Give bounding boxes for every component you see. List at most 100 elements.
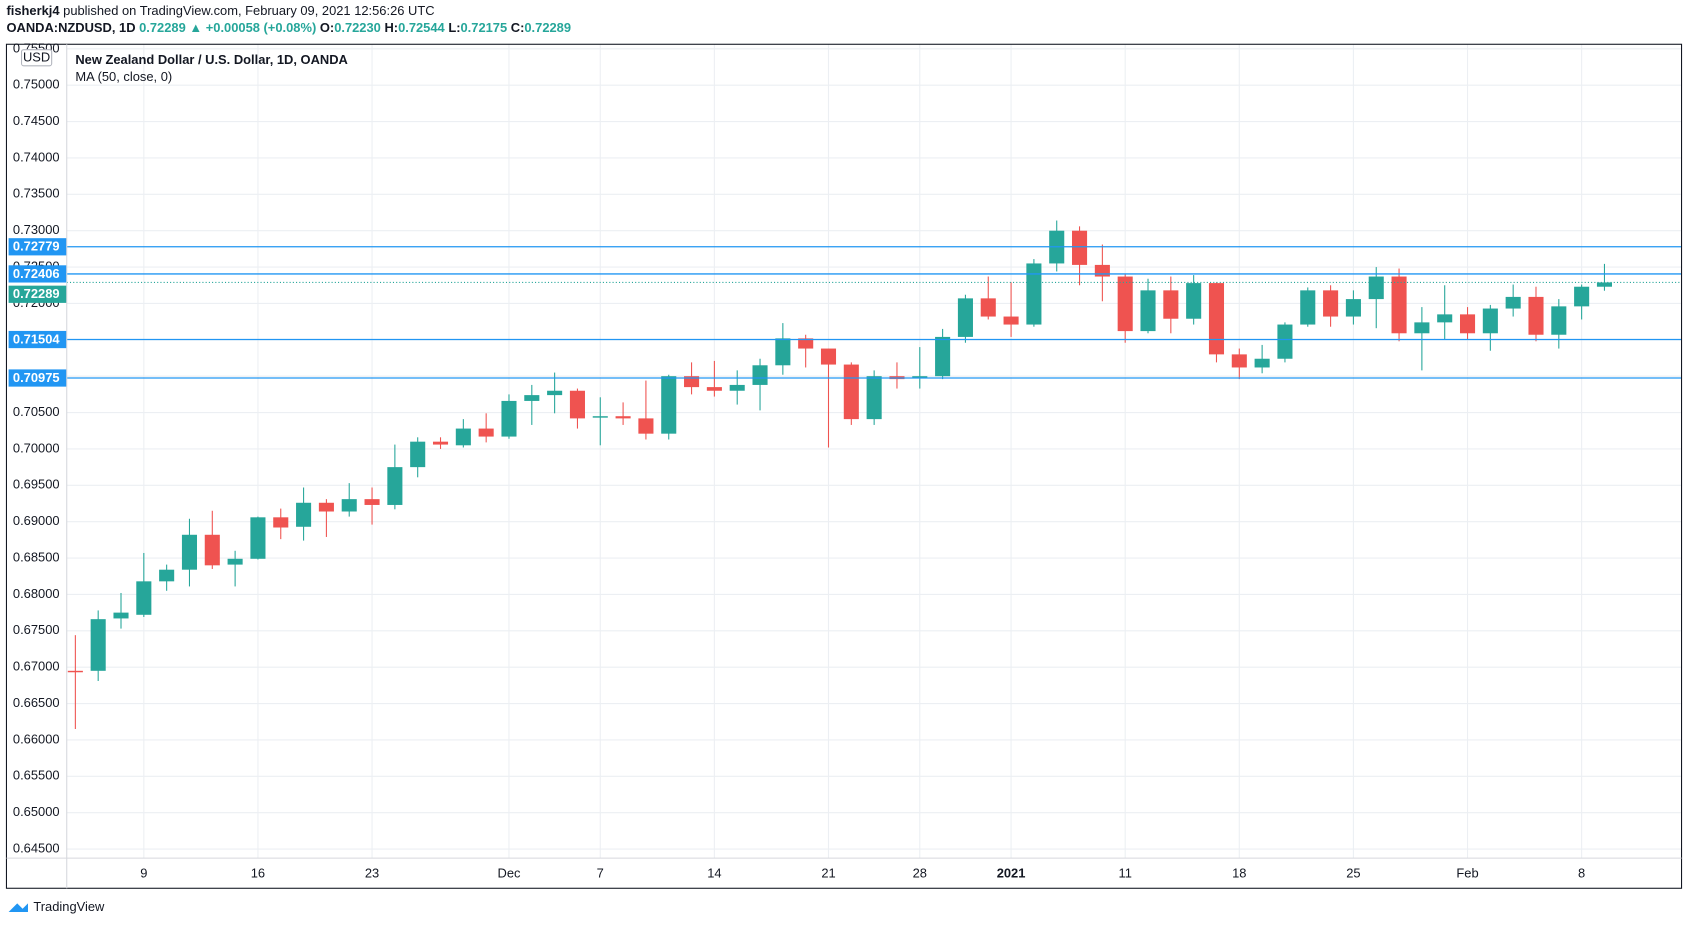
candle-body: [1596, 282, 1612, 287]
x-tick-label: 11: [1118, 866, 1131, 881]
y-tick-label: 0.69500: [13, 477, 60, 492]
candle-body: [296, 502, 312, 527]
candle-body: [1231, 354, 1247, 368]
candle-body: [638, 418, 654, 434]
candle-body: [866, 376, 882, 420]
candle-body: [273, 517, 289, 528]
currency: USD: [23, 50, 50, 65]
candle-body: [912, 376, 928, 378]
ohlc-value: 0.72289: [524, 21, 571, 36]
candle-body: [1551, 306, 1567, 335]
y-tick-label: 0.65000: [13, 804, 60, 819]
y-tick-label: 0.68000: [13, 586, 60, 601]
candle-body: [1345, 299, 1361, 317]
ohlc-key: O:: [320, 21, 334, 36]
change: +0.00058 (+0.08%): [206, 21, 317, 36]
price-box: [8, 330, 67, 349]
header-line-2: OANDA:NZDUSD, 1D 0.72289 ▲ +0.00058 (+0.…: [6, 21, 571, 36]
candle-body: [1482, 308, 1498, 334]
candle-body: [524, 395, 540, 401]
y-tick-label: 0.67500: [13, 622, 60, 637]
y-tick-label: 0.64500: [13, 840, 60, 855]
logo: [8, 903, 28, 912]
x-tick-label: 16: [251, 866, 265, 881]
x-tick-label: 21: [821, 866, 835, 881]
y-tick-label: 0.75000: [13, 77, 60, 92]
candle-body: [432, 441, 449, 445]
candle-body: [1254, 358, 1270, 368]
y-tick-label: 0.73500: [13, 186, 60, 201]
candle-body: [387, 467, 403, 505]
candle-body: [1414, 322, 1430, 334]
symbol: OANDA:NZDUSD, 1D: [6, 21, 135, 36]
y-tick-label: 0.73000: [13, 222, 60, 237]
x-tick-label: 28: [913, 866, 927, 881]
candle-body: [1072, 230, 1088, 265]
header-line-1: fisherkj4 published on TradingView.com, …: [6, 3, 434, 18]
x-tick-label: 9: [140, 866, 147, 881]
candle-body: [615, 416, 631, 419]
last-price-label: 0.72289: [13, 286, 60, 301]
candle-body: [820, 348, 837, 365]
candle-body: [1528, 296, 1544, 335]
plot-layer: 0.64500 0.65000 0.65500 0.66000 0.66500 0.670…: [8, 40, 1682, 881]
x-tick-label: 18: [1232, 866, 1246, 881]
candle-body: [1117, 276, 1133, 332]
ohlc-key: C:: [511, 21, 525, 36]
x-tick-label: 8: [1578, 866, 1585, 881]
candle-body: [1459, 314, 1476, 334]
x-tick-label: 7: [597, 866, 604, 881]
price-box: [8, 265, 67, 283]
x-tick-label: 23: [365, 866, 379, 881]
price-box: [8, 369, 67, 387]
candle-body: [227, 558, 243, 565]
candle-body: [1140, 290, 1156, 332]
candle-body: [181, 534, 198, 570]
candle-body: [1323, 290, 1339, 317]
candle-body: [364, 499, 380, 505]
candle-body: [592, 416, 608, 418]
x-tick-label: 25: [1346, 866, 1360, 881]
candle-body: [478, 428, 494, 437]
candle-body: [1094, 264, 1110, 277]
candle-body: [501, 400, 517, 437]
candle-body: [1505, 296, 1521, 309]
candle-body: [980, 298, 996, 317]
candle-body: [1277, 324, 1293, 359]
candle-body: [455, 428, 471, 446]
candle-body: [410, 441, 426, 468]
x-tick-label: Dec: [498, 866, 521, 881]
x-tick-label: Feb: [1456, 866, 1478, 881]
ohlc-value: 0.72175: [461, 21, 508, 36]
candle-body: [250, 517, 266, 559]
y-tick-label: 0.68500: [13, 549, 60, 564]
candle-body: [547, 390, 563, 396]
price-box: [8, 285, 67, 303]
ma-legend: MA (50, close, 0): [75, 69, 172, 84]
ohlc-value: 0.72230: [334, 21, 381, 36]
y-tick-label: 0.70500: [13, 404, 60, 419]
price-label: 0.71504: [13, 331, 60, 346]
x-tick-label: 2021: [997, 866, 1026, 881]
candle-body: [935, 336, 951, 377]
candle-body: [706, 387, 722, 391]
candle-body: [1368, 276, 1384, 300]
candle-body: [1208, 283, 1225, 355]
candle-body: [843, 364, 859, 420]
candle-body: [661, 376, 677, 434]
candle-body: [1163, 290, 1179, 319]
y-tick-label: 0.69000: [13, 513, 60, 528]
x-tick-label: 14: [707, 866, 721, 881]
price-label: 0.72779: [13, 239, 60, 254]
published: published on TradingView.com, February 0…: [63, 3, 434, 18]
frame: [5, 43, 1683, 889]
y-tick-label: 0.67000: [13, 659, 60, 674]
y-tick-label: 0.66000: [13, 731, 60, 746]
y-tick-label: 0.74500: [13, 113, 60, 128]
candle-body: [1300, 290, 1316, 325]
candle-body: [1186, 283, 1202, 319]
candle-body: [1391, 276, 1407, 334]
ohlc-key: L:: [448, 21, 460, 36]
